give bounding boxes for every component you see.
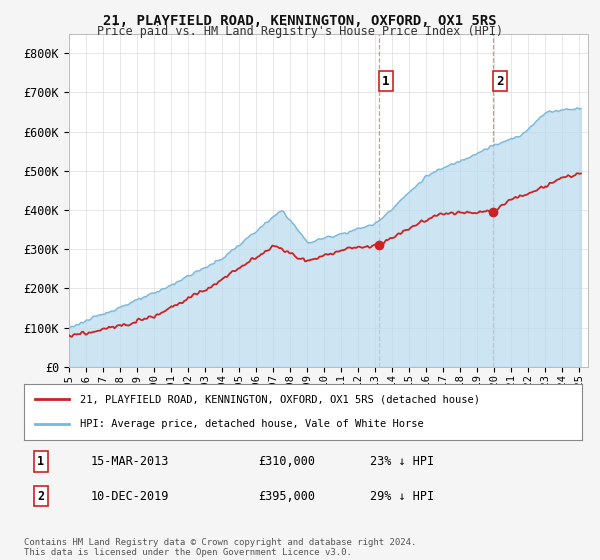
Text: 2: 2 — [37, 489, 44, 503]
Text: £310,000: £310,000 — [259, 455, 316, 468]
Text: 15-MAR-2013: 15-MAR-2013 — [91, 455, 169, 468]
Text: 21, PLAYFIELD ROAD, KENNINGTON, OXFORD, OX1 5RS (detached house): 21, PLAYFIELD ROAD, KENNINGTON, OXFORD, … — [80, 394, 480, 404]
Text: 1: 1 — [37, 455, 44, 468]
Text: 29% ↓ HPI: 29% ↓ HPI — [370, 489, 434, 503]
Text: 23% ↓ HPI: 23% ↓ HPI — [370, 455, 434, 468]
Text: £395,000: £395,000 — [259, 489, 316, 503]
Text: 21, PLAYFIELD ROAD, KENNINGTON, OXFORD, OX1 5RS: 21, PLAYFIELD ROAD, KENNINGTON, OXFORD, … — [103, 14, 497, 28]
Text: Price paid vs. HM Land Registry's House Price Index (HPI): Price paid vs. HM Land Registry's House … — [97, 25, 503, 38]
Text: 2: 2 — [496, 74, 504, 87]
Text: Contains HM Land Registry data © Crown copyright and database right 2024.
This d: Contains HM Land Registry data © Crown c… — [24, 538, 416, 557]
Text: 1: 1 — [382, 74, 389, 87]
Text: HPI: Average price, detached house, Vale of White Horse: HPI: Average price, detached house, Vale… — [80, 419, 424, 429]
Text: 10-DEC-2019: 10-DEC-2019 — [91, 489, 169, 503]
